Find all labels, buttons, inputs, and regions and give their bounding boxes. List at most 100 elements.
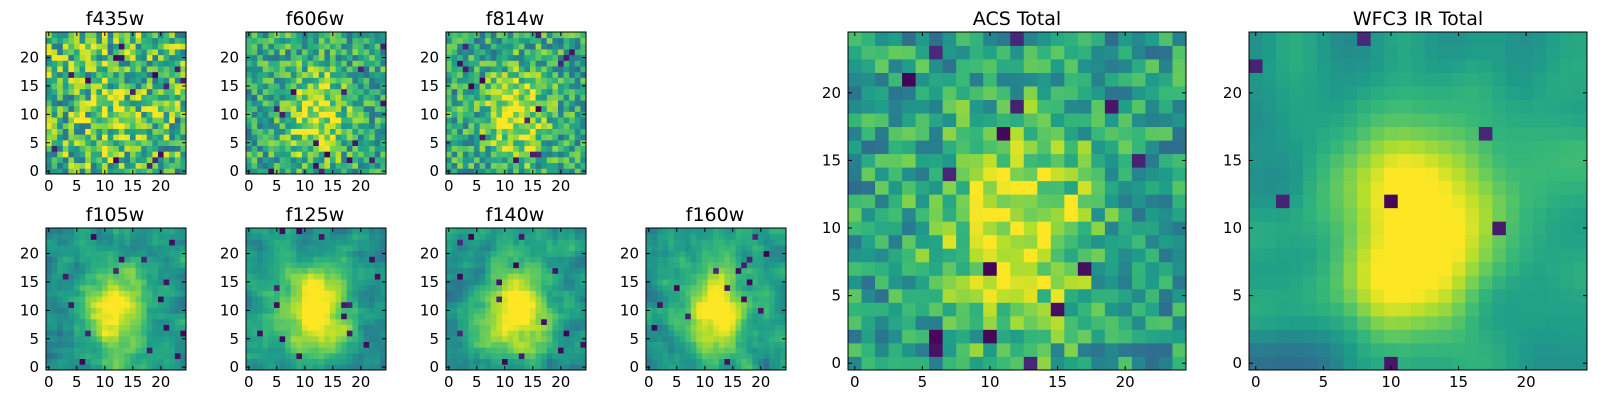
heatmap-cell [535, 83, 542, 90]
heatmap-cell [85, 262, 92, 269]
heatmap-cell [558, 77, 564, 84]
heatmap-cell [713, 233, 720, 240]
heatmap-cell [668, 239, 675, 246]
heatmap-cell [46, 128, 52, 135]
heatmap-cell [774, 358, 781, 365]
heatmap-cell [696, 262, 703, 269]
heatmap-cell [657, 262, 664, 269]
heatmap-cell [1037, 356, 1052, 371]
heatmap-cell [152, 347, 159, 354]
heatmap-cell [152, 117, 159, 124]
heatmap-cell [46, 284, 52, 291]
heatmap-cell [174, 358, 181, 365]
heatmap-cell [51, 105, 58, 112]
heatmap-cell [507, 318, 514, 325]
heatmap-cell [290, 267, 297, 274]
heatmap-cell [352, 358, 359, 365]
heatmap-cell [485, 341, 492, 348]
heatmap-cell [313, 256, 320, 263]
heatmap-cell [685, 330, 692, 337]
heatmap-cell [507, 122, 514, 129]
heatmap-cell [163, 233, 170, 240]
heatmap-cell [79, 94, 86, 101]
heatmap-cell [307, 100, 314, 107]
heatmap-cell [358, 330, 364, 337]
heatmap-cell [302, 307, 308, 314]
heatmap-cell [251, 117, 258, 124]
heatmap-cell [68, 43, 75, 50]
heatmap-cell [268, 128, 275, 135]
heatmap-cell [752, 296, 759, 303]
heatmap-cell [558, 341, 564, 348]
heatmap-cell [102, 145, 108, 152]
heatmap-cell [296, 83, 303, 90]
heatmap-cell [474, 71, 480, 78]
heatmap-cell [741, 239, 748, 246]
heatmap-cell [369, 145, 376, 152]
heatmap-cell [518, 54, 525, 61]
heatmap-cell [246, 296, 252, 303]
heatmap-cell [558, 313, 564, 320]
heatmap-cell [574, 279, 581, 286]
heatmap-cell [758, 301, 764, 308]
heatmap-cell [502, 88, 508, 95]
heatmap-cell [251, 307, 258, 314]
heatmap-cell [296, 105, 303, 112]
heatmap-cell [257, 239, 264, 246]
heatmap-cell [251, 156, 258, 164]
heatmap-cell [774, 352, 781, 360]
heatmap-cell [141, 100, 148, 107]
heatmap-cell [257, 88, 264, 95]
heatmap-cell [68, 122, 75, 129]
heatmap-cell [79, 168, 86, 175]
heatmap-cell [468, 313, 475, 320]
heatmap-cell [90, 296, 97, 303]
heatmap-cell [374, 32, 381, 39]
heatmap-cell [85, 279, 92, 286]
heatmap-cell [330, 111, 336, 118]
heatmap-cell [696, 341, 703, 348]
heatmap-cell [496, 168, 503, 175]
heatmap-cell [558, 88, 564, 95]
heatmap-cell [163, 313, 170, 320]
heatmap-cell [341, 111, 348, 118]
heatmap-cell [468, 100, 475, 107]
heatmap-cell [479, 128, 486, 135]
heatmap-cell [485, 111, 492, 118]
heatmap-cell [558, 318, 564, 325]
heatmap-cell [541, 279, 548, 286]
heatmap-cell [713, 267, 720, 274]
heatmap-cell [513, 284, 520, 291]
heatmap-cell [513, 352, 520, 360]
heatmap-cell [257, 156, 264, 164]
heatmap-cell [141, 77, 148, 84]
heatmap-cell [363, 330, 370, 337]
heatmap-cell [1145, 329, 1160, 344]
heatmap-cell [929, 261, 944, 276]
heatmap-cell [262, 117, 269, 124]
heatmap-cell [124, 32, 131, 39]
heatmap-cell [496, 330, 503, 337]
heatmap-cell [341, 54, 348, 61]
heatmap-cell [374, 145, 381, 152]
heatmap-cell [646, 318, 652, 325]
heatmap-cell [875, 207, 889, 222]
heatmap-cell [752, 239, 759, 246]
heatmap-cell [369, 156, 376, 164]
heatmap-cell [679, 245, 686, 252]
heatmap-cell [313, 100, 320, 107]
heatmap-cell [1158, 207, 1173, 222]
heatmap-cell [535, 352, 542, 360]
heatmap-cell [485, 162, 492, 169]
heatmap-cell [74, 60, 80, 67]
heatmap-cell [335, 122, 342, 129]
heatmap-cell [158, 358, 164, 365]
heatmap-cell [479, 267, 486, 274]
heatmap-cell [479, 168, 486, 175]
heatmap-cell [502, 233, 508, 240]
heatmap-cell [451, 324, 458, 331]
heatmap-cell [163, 145, 170, 152]
heatmap-cell [352, 71, 359, 78]
heatmap-cell [279, 49, 286, 56]
heatmap-cell [713, 352, 720, 360]
